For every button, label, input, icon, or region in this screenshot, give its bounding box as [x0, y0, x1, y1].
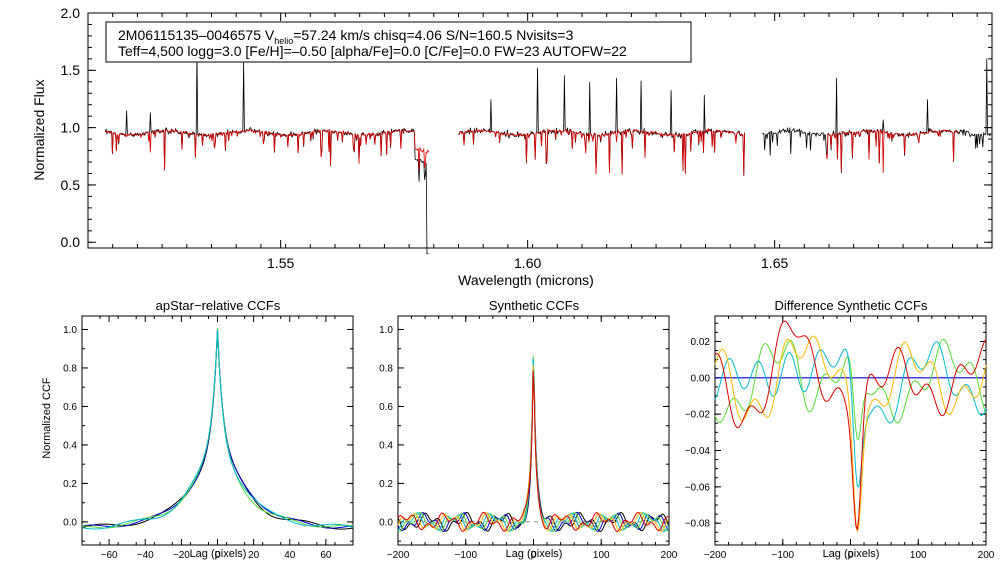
apstar-ccf-y-ticks: 0.0 0.2 0.4 0.6 0.8 1.0 — [63, 325, 353, 542]
difference-ccf-d1 — [714, 338, 987, 440]
apstar-ccf-frame — [81, 315, 354, 546]
y-tick-label: 2.0 — [61, 5, 81, 21]
apstar-ccf-visit2 — [81, 327, 354, 529]
synthetic-ccf-x-label: Lag (pixels) — [506, 548, 563, 560]
x-tick-label: 60 — [320, 550, 332, 561]
y-tick-label: 0.4 — [379, 440, 393, 451]
x-tick-label: −20 — [173, 550, 190, 561]
y-tick-label: 0.5 — [61, 177, 81, 193]
difference-ccf-lines — [714, 320, 987, 532]
apstar-ccf-visit3 — [81, 329, 354, 530]
synthetic-ccf-lines — [397, 355, 669, 533]
difference-ccf-x-ticks: −200 −100 0 100 200 — [704, 316, 995, 561]
x-tick-label: −200 — [704, 550, 727, 561]
y-tick-label: 1.0 — [63, 325, 77, 336]
synthetic-ccf-s5 — [397, 370, 669, 532]
synthetic-ccf-title: Synthetic CCFs — [489, 298, 580, 313]
x-tick-label: 100 — [910, 550, 927, 561]
spectrum-y-label: Normalized Flux — [31, 79, 47, 180]
y-tick-label: 0.2 — [379, 479, 393, 490]
x-tick-label: 1.65 — [761, 255, 788, 271]
y-tick-label: 0.8 — [63, 363, 77, 374]
y-tick-label: 1.0 — [379, 325, 393, 336]
y-tick-label: 0.2 — [63, 479, 77, 490]
y-tick-label: 0.0 — [61, 234, 81, 250]
spectrum-panel: 1.55 1.60 1.65 0.0 0.5 1.0 1.5 2.0 Wavelength … — [31, 5, 993, 288]
x-tick-label: −100 — [771, 550, 794, 561]
difference-ccf-d3 — [714, 335, 987, 532]
x-tick-label: 1.60 — [514, 255, 541, 271]
spectrum-frame — [87, 12, 993, 249]
spectrum-observed-chip-2 — [458, 67, 746, 177]
y-tick-label: −0.06 — [685, 482, 711, 493]
apstar-ccf-title: apStar−relative CCFs — [156, 298, 281, 313]
x-tick-label: −40 — [137, 550, 154, 561]
spectrum-x-ticks: 1.55 1.60 1.65 — [87, 13, 978, 271]
x-tick-label: 0 — [215, 550, 221, 561]
difference-ccf-y-ticks: −0.08 −0.06 −0.04 −0.02 0.00 0.02 — [685, 322, 986, 542]
x-tick-label: 40 — [284, 550, 296, 561]
synthetic-ccf-frame — [397, 315, 670, 546]
x-tick-label: 20 — [248, 550, 260, 561]
y-tick-label: 0.02 — [691, 337, 711, 348]
y-tick-label: −0.04 — [685, 446, 711, 457]
y-tick-label: −0.08 — [685, 519, 711, 530]
y-tick-label: 0.0 — [63, 517, 77, 528]
spectrum-model-chip-1 — [104, 128, 429, 171]
y-tick-label: 0.8 — [379, 363, 393, 374]
x-tick-label: 0 — [531, 550, 537, 561]
y-tick-label: 0.6 — [63, 402, 77, 413]
annotation-line-1: 2M06115135–0046575 Vhelio=57.24 km/s chi… — [118, 27, 574, 46]
synthetic-ccf-s3 — [397, 358, 669, 532]
apstar-ccf-visit1 — [81, 327, 354, 529]
difference-ccf-d4 — [714, 320, 987, 531]
apstar-ccf-y-label: Normalized CCF — [41, 377, 53, 459]
apstar-ccf-combined — [81, 329, 354, 530]
difference-ccf-x-label: Lag (pixels) — [823, 548, 880, 560]
apstar-ccf-x-ticks: −60 −40 −20 0 20 40 60 — [81, 316, 354, 561]
y-tick-label: 1.0 — [61, 120, 81, 136]
y-tick-label: 0.00 — [691, 373, 711, 384]
spectrum-annotation-box: 2M06115135–0046575 Vhelio=57.24 km/s chi… — [105, 21, 692, 63]
x-tick-label: 200 — [978, 550, 995, 561]
x-tick-label: −200 — [387, 550, 410, 561]
spectrum-model-chip-2 — [458, 128, 746, 175]
y-tick-label: 0.0 — [379, 517, 393, 528]
x-tick-label: 200 — [661, 550, 678, 561]
spectrum-model-chip-3 — [825, 129, 960, 174]
y-tick-label: 1.5 — [61, 62, 81, 78]
x-tick-label: 0 — [848, 550, 854, 561]
y-tick-label: 0.4 — [63, 440, 77, 451]
annotation-line-2: Teff=4,500 logg=3.0 [Fe/H]=–0.50 [alpha/… — [118, 43, 627, 59]
synthetic-ccf-s4 — [397, 365, 669, 532]
y-tick-label: 0.6 — [379, 402, 393, 413]
synthetic-ccf-x-ticks: −200 −100 0 100 200 — [387, 316, 678, 561]
synthetic-ccf-panel: Synthetic CCFs −200 −100 0 100 200 0.0 0.2 0.4… — [379, 298, 678, 561]
apstar-ccf-x-label: Lag (pixels) — [190, 548, 247, 560]
difference-ccf-d2 — [714, 341, 987, 488]
spectrum-observed-chip-1 — [104, 52, 429, 255]
x-tick-label: 1.55 — [267, 255, 294, 271]
x-tick-label: −100 — [454, 550, 477, 561]
difference-ccf-title: Difference Synthetic CCFs — [775, 298, 928, 313]
x-tick-label: 100 — [593, 550, 610, 561]
annotation-box-frame — [105, 21, 692, 63]
difference-ccf-panel: Difference Synthetic CCFs −200 −100 0 100 20… — [685, 298, 995, 561]
x-tick-label: −60 — [101, 550, 118, 561]
apstar-ccf-panel: apStar−relative CCFs −60 −40 −20 0 20 40 60 0.… — [41, 298, 354, 561]
spectrum-observed-chip-3 — [762, 58, 992, 174]
spectrum-lines — [104, 52, 992, 255]
synthetic-ccf-y-ticks: 0.0 0.2 0.4 0.6 0.8 1.0 — [379, 325, 669, 542]
apstar-ccf-lines — [81, 327, 354, 530]
spectrum-x-label: Wavelength (microns) — [458, 272, 594, 288]
y-tick-label: −0.02 — [685, 410, 711, 421]
spectrum-y-ticks: 0.0 0.5 1.0 1.5 2.0 — [61, 5, 992, 250]
